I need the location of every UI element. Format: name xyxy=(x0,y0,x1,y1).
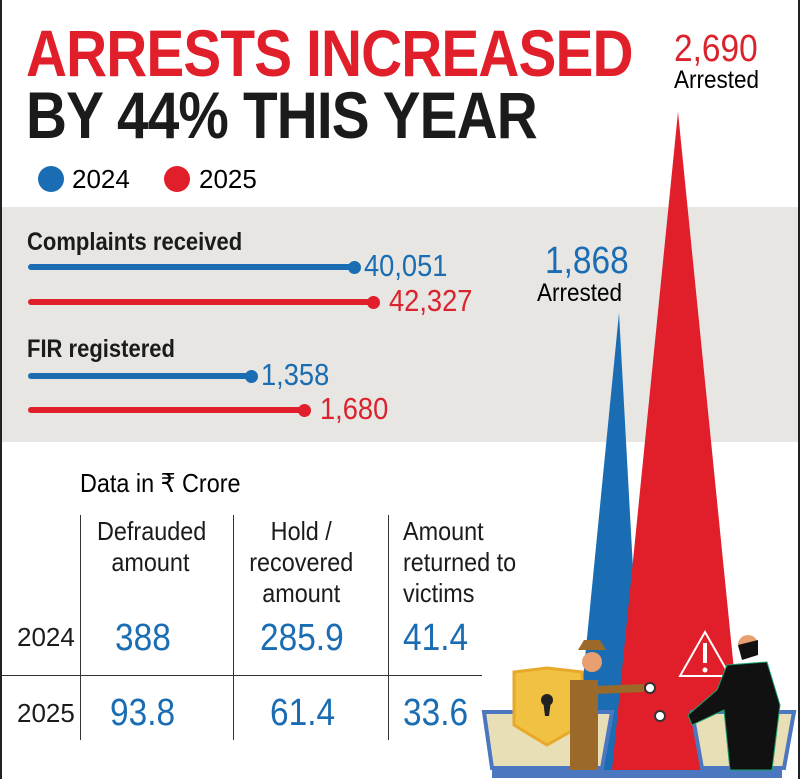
header-line: amount xyxy=(262,578,341,608)
bar-2024 xyxy=(28,264,355,270)
arrested-2025-value: 2,690 xyxy=(674,28,758,70)
arrested-2024-value: 1,868 xyxy=(545,240,629,282)
handcuffs-icon xyxy=(644,682,656,694)
police-illustration xyxy=(481,629,797,778)
arrested-2024-label: Arrested xyxy=(537,279,623,307)
legend-2025-label: 2025 xyxy=(199,164,257,194)
cell-2025-defrauded: 93.8 xyxy=(110,692,176,734)
col-header-recovered: Hold / recovered amount xyxy=(245,516,358,609)
header-line: Hold / xyxy=(270,516,332,546)
bar-end-dot xyxy=(348,260,362,274)
legend-2024-swatch xyxy=(38,166,64,192)
headline-line1: ARRESTS INCREASED xyxy=(26,16,634,90)
cell-2025-returned: 33.6 xyxy=(403,692,469,734)
table-caption: Data in ₹ Crore xyxy=(80,468,241,498)
bar-value-label: 1,358 xyxy=(261,357,330,392)
bar-2025 xyxy=(28,299,373,305)
legend-2025-swatch xyxy=(164,166,190,192)
bar-end-dot xyxy=(298,403,311,417)
row-year-2025: 2025 xyxy=(17,698,75,728)
header-line: recovered xyxy=(249,547,354,577)
headline-line2: BY 44% THIS YEAR xyxy=(26,78,538,152)
cell-2024-defrauded: 388 xyxy=(115,617,171,659)
bar-end-dot xyxy=(367,295,380,309)
header-line: Amount xyxy=(403,516,484,546)
fir-label: FIR registered xyxy=(27,335,175,363)
header-line: victims xyxy=(403,578,475,608)
col-header-returned: Amount returned to victims xyxy=(403,516,516,609)
cell-2025-recovered: 61.4 xyxy=(270,692,336,734)
spike-2025 xyxy=(612,112,744,770)
complaints-label: Complaints received xyxy=(27,228,243,256)
row-divider xyxy=(2,675,482,676)
bar-value-label: 40,051 xyxy=(364,248,448,283)
col-header-defrauded: Defrauded amount xyxy=(97,516,206,578)
legend-2024-label: 2024 xyxy=(72,164,130,194)
cell-2024-returned: 41.4 xyxy=(403,617,469,659)
warning-icon xyxy=(678,629,732,677)
arrested-2025-label: Arrested xyxy=(674,66,760,94)
header-line: amount xyxy=(111,547,190,577)
column-divider xyxy=(80,515,81,740)
header-line: Defrauded xyxy=(97,516,207,546)
row-year-2024: 2024 xyxy=(17,622,75,652)
header-line: returned to xyxy=(403,547,517,577)
bar-value-label: 42,327 xyxy=(389,283,473,318)
bar-end-dot xyxy=(245,369,259,383)
bar-2024 xyxy=(28,373,252,379)
bar-value-label: 1,680 xyxy=(320,391,389,426)
column-divider xyxy=(388,515,389,740)
bar-2025 xyxy=(28,407,304,413)
column-divider xyxy=(233,515,234,740)
cell-2024-recovered: 285.9 xyxy=(260,617,344,659)
